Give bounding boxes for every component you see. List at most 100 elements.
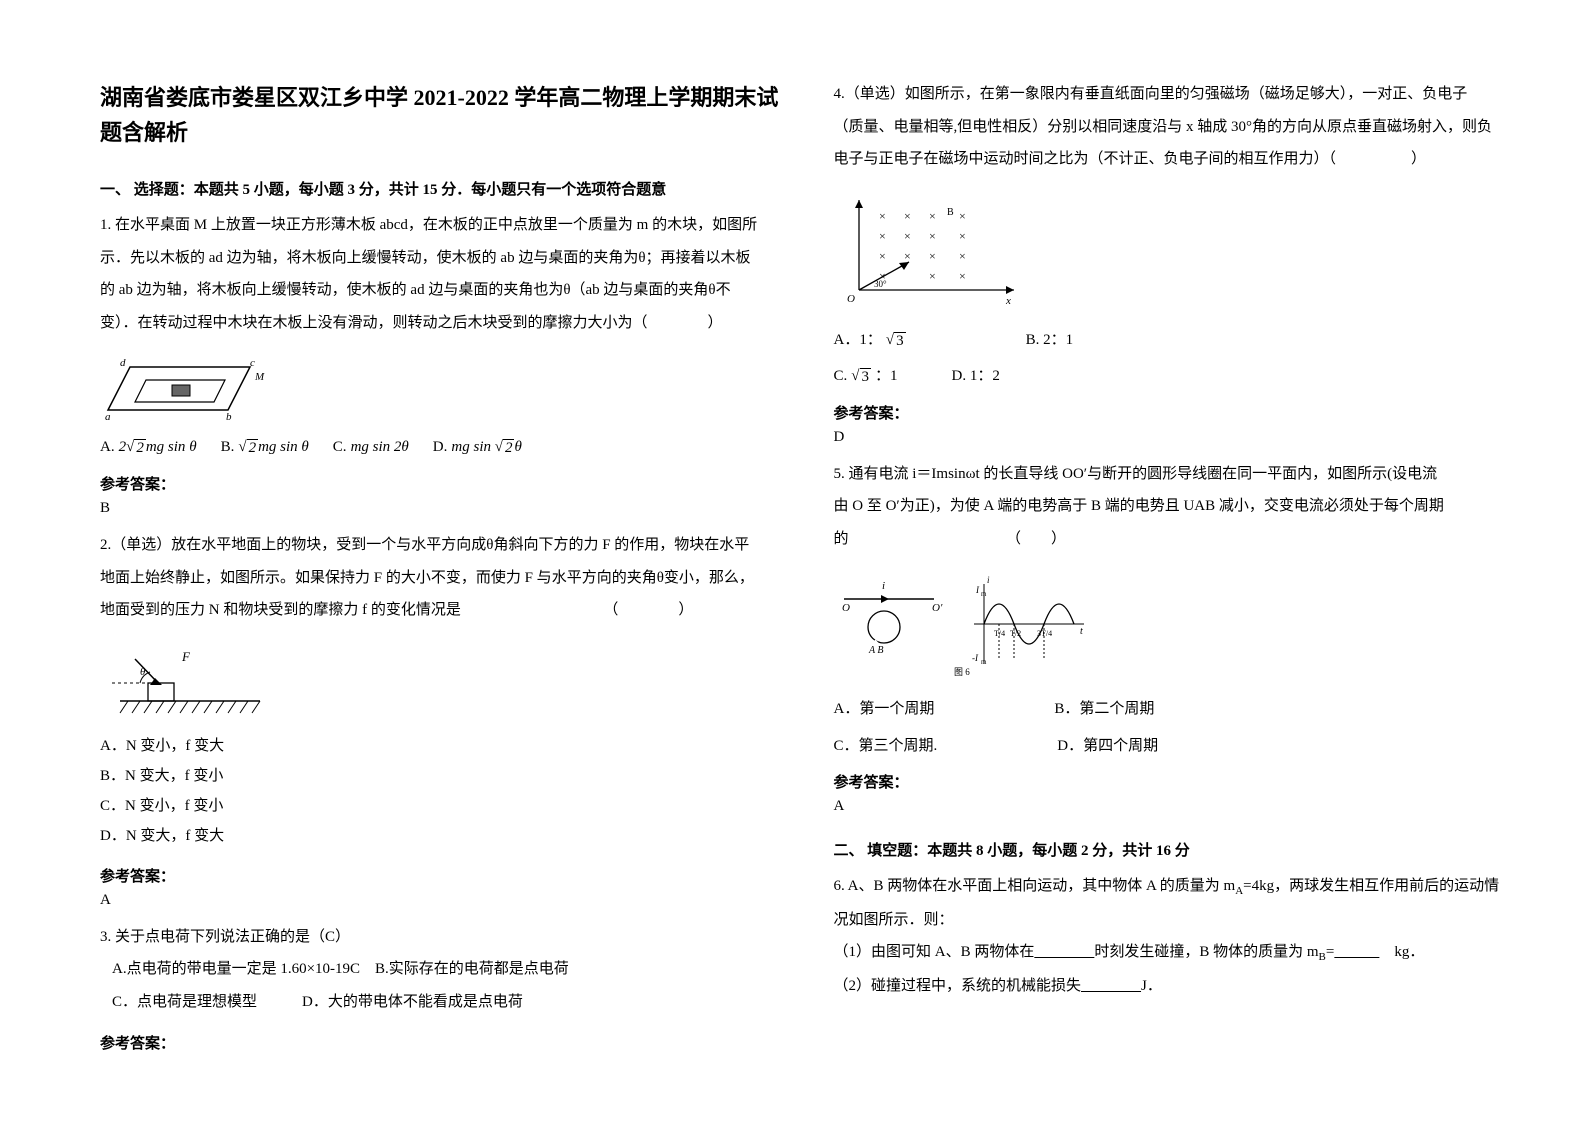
- q5-optA: A．第一个周期: [834, 697, 935, 718]
- q1-optC-label: C.: [333, 439, 347, 456]
- q6-p4: （2）碰撞过程中，系统的机械能损失 J．: [834, 972, 1528, 1001]
- q5-p3: 的 （ ）: [834, 525, 1528, 554]
- svg-text:A B: A B: [868, 645, 884, 656]
- question-1: 1. 在水平桌面 M 上放置一块正方形薄木板 abcd，在木板的正中点放里一个质…: [100, 211, 794, 341]
- q5-p2: 由 O 至 O′为正)，为使 A 端的电势高于 B 端的电势且 UAB 减小，交…: [834, 492, 1528, 521]
- q1-optD-label: D.: [433, 439, 448, 456]
- q1-p1: 1. 在水平桌面 M 上放置一块正方形薄木板 abcd，在木板的正中点放里一个质…: [100, 211, 794, 240]
- q6-p3a: （1）由图可知 A、B 两物体在: [834, 944, 1035, 960]
- q1-answer: B: [100, 500, 794, 517]
- svg-text:×: ×: [904, 249, 911, 263]
- svg-text:O: O: [842, 602, 850, 614]
- q2-optC: C．N 变小，f 变小: [100, 791, 794, 821]
- q5-figure: i O O′ A B i Im -Im T/4 T/2 3T/4 t 图 6: [834, 569, 1528, 679]
- svg-text:3T/4: 3T/4: [1037, 629, 1052, 638]
- q1-optC-expr: mg sin 2θ: [351, 439, 409, 456]
- q1-p4: 变）．在转动过程中木块在木板上没有滑动，则转动之后木块受到的摩擦力大小为（ ）: [100, 309, 794, 338]
- q3-lineCD: C．点电荷是理想模型 D．大的带电体不能看成是点电荷: [100, 988, 794, 1017]
- q4-optB: B. 2：1: [1026, 328, 1074, 350]
- svg-text:×: ×: [879, 209, 886, 223]
- svg-text:×: ×: [929, 249, 936, 263]
- svg-text:m: m: [981, 658, 987, 666]
- svg-text:F: F: [181, 649, 191, 664]
- q1-answer-label: 参考答案：: [100, 473, 794, 494]
- q6-p1b: =4kg，两球发生相互作用前后的运动情: [1243, 878, 1499, 894]
- q1-optB-expr: 2mg sin θ: [238, 439, 308, 457]
- q5-options-row1: A．第一个周期 B．第二个周期: [834, 697, 1528, 718]
- q5-optD: D．第四个周期: [1057, 734, 1158, 755]
- q5-optC: C．第三个周期.: [834, 734, 938, 755]
- section-b-heading: 二、 填空题：本题共 8 小题，每小题 2 分，共计 16 分: [834, 839, 1528, 860]
- q6-p1sub: A: [1235, 885, 1243, 897]
- svg-text:×: ×: [959, 249, 966, 263]
- svg-text:t: t: [1080, 626, 1083, 637]
- q2-p2: 地面上始终静止，如图所示。如果保持力 F 的大小不变，而使力 F 与水平方向的夹…: [100, 564, 794, 593]
- q4-optA-rad: 3: [886, 332, 906, 350]
- svg-text:×: ×: [959, 209, 966, 223]
- q2-options: A．N 变小，f 变大 B．N 变大，f 变小 C．N 变小，f 变小 D．N …: [100, 731, 794, 851]
- q1-optD-expr: mg sin 2θ: [451, 439, 521, 457]
- q4-p3: 电子与正电子在磁场中运动时间之比为（不计正、负电子间的相互作用力）（ ）: [834, 145, 1528, 174]
- q1-p3: 的 ab 边为轴，将木板向上缓慢转动，使木板的 ad 边与桌面的夹角也为θ（ab…: [100, 276, 794, 305]
- q5-optB: B．第二个周期: [1054, 697, 1154, 718]
- q2-answer-label: 参考答案：: [100, 865, 794, 886]
- q1-optA: A. 22mg sin θ: [100, 439, 197, 457]
- q5-answer: A: [834, 798, 1528, 815]
- svg-text:x: x: [1005, 295, 1011, 307]
- q1-figure: d c a b M: [100, 353, 794, 423]
- svg-text:d: d: [120, 357, 126, 369]
- section-a-heading: 一、 选择题：本题共 5 小题，每小题 3 分，共计 15 分．每小题只有一个选…: [100, 178, 794, 199]
- right-column: 4.（单选）如图所示，在第一象限内有垂直纸面向里的匀强磁场（磁场足够大），一对正…: [834, 80, 1528, 1082]
- left-column: 湖南省娄底市娄星区双江乡中学 2021-2022 学年高二物理上学期期末试题含解…: [100, 80, 794, 1082]
- svg-text:×: ×: [879, 249, 886, 263]
- q5-answer-label: 参考答案：: [834, 771, 1528, 792]
- svg-text:θ: θ: [140, 666, 146, 678]
- q6-blank1[interactable]: [1034, 938, 1094, 967]
- q6-p1a: 6. A、B 两物体在水平面上相向运动，其中物体 A 的质量为 m: [834, 878, 1236, 894]
- q6-p3b: 时刻发生碰撞，B 物体的质量为 m: [1094, 944, 1318, 960]
- q5-options-row2: C．第三个周期. D．第四个周期: [834, 734, 1528, 755]
- q6-p3sub: B: [1319, 951, 1326, 963]
- question-4: 4.（单选）如图所示，在第一象限内有垂直纸面向里的匀强磁场（磁场足够大），一对正…: [834, 80, 1528, 178]
- svg-text:×: ×: [959, 269, 966, 283]
- q4-options-row1: A．1： 3 B. 2：1: [834, 328, 1528, 350]
- question-6: 6. A、B 两物体在水平面上相向运动，其中物体 A 的质量为 mA=4kg，两…: [834, 872, 1528, 1005]
- q4-answer-label: 参考答案：: [834, 402, 1528, 423]
- q4-answer: D: [834, 429, 1528, 446]
- q6-p4a: （2）碰撞过程中，系统的机械能损失: [834, 978, 1082, 994]
- q2-optA: A．N 变小，f 变大: [100, 731, 794, 761]
- svg-text:×: ×: [879, 229, 886, 243]
- q1-optC: C. mg sin 2θ: [333, 439, 409, 456]
- svg-text:30°: 30°: [874, 279, 887, 289]
- svg-text:×: ×: [904, 209, 911, 223]
- q2-p1: 2.（单选）放在水平地面上的物块，受到一个与水平方向成θ角斜向下方的力 F 的作…: [100, 531, 794, 560]
- svg-text:O′: O′: [932, 602, 943, 614]
- svg-text:图 6: 图 6: [954, 667, 970, 677]
- svg-text:a: a: [105, 411, 111, 423]
- q4-optA: A．1： 3: [834, 328, 906, 350]
- svg-text:×: ×: [959, 229, 966, 243]
- q2-p3: 地面受到的压力 N 和物块受到的摩擦力 f 的变化情况是 （ ）: [100, 596, 794, 625]
- q5-p1: 5. 通有电流 i＝Imsinωt 的长直导线 OO′与断开的圆形导线圈在同一平…: [834, 460, 1528, 489]
- q6-p3: （1）由图可知 A、B 两物体在 时刻发生碰撞，B 物体的质量为 mB= kg．: [834, 938, 1528, 968]
- q4-figure: ×××× ×××× ×××× ××× B 30° O x: [834, 190, 1528, 310]
- q2-optB: B．N 变大，f 变小: [100, 761, 794, 791]
- svg-text:O: O: [847, 293, 855, 305]
- q6-blank2[interactable]: [1334, 938, 1394, 967]
- q4-optD: D. 1：2: [952, 364, 1000, 385]
- svg-text:c: c: [250, 357, 255, 369]
- q6-p2: 况如图所示．则：: [834, 906, 1528, 935]
- q2-optD: D．N 变大，f 变大: [100, 821, 794, 851]
- q2-answer: A: [100, 892, 794, 909]
- question-5: 5. 通有电流 i＝Imsinωt 的长直导线 OO′与断开的圆形导线圈在同一平…: [834, 460, 1528, 558]
- q4-p1: 4.（单选）如图所示，在第一象限内有垂直纸面向里的匀强磁场（磁场足够大），一对正…: [834, 80, 1528, 109]
- q1-optA-label: A.: [100, 439, 115, 456]
- q3-answer-label: 参考答案：: [100, 1032, 794, 1053]
- svg-text:×: ×: [929, 269, 936, 283]
- q6-blank3[interactable]: [1081, 972, 1141, 1001]
- svg-text:i: i: [987, 575, 990, 585]
- q4-optC-pre: C.: [834, 368, 848, 385]
- svg-text:-I: -I: [972, 653, 979, 663]
- q4-optC-rad: 3: [851, 368, 871, 386]
- q1-optD: D. mg sin 2θ: [433, 439, 522, 457]
